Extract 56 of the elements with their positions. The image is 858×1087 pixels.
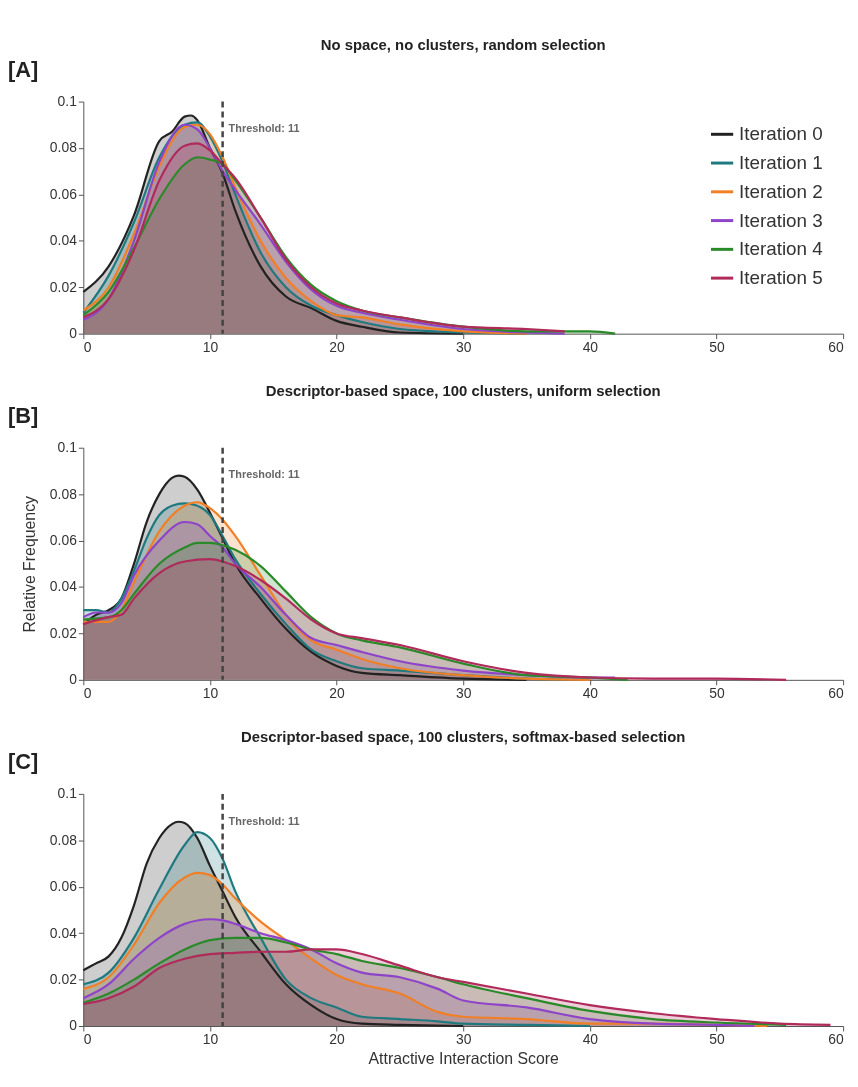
x-tick-label: 50	[709, 1031, 725, 1048]
ref-line-label: Threshold: 11	[228, 122, 300, 135]
x-tick-label: 10	[202, 339, 219, 356]
x-tick-label: 50	[709, 339, 725, 356]
x-tick-label: 10	[202, 1031, 219, 1048]
y-tick-label: 0.06	[49, 878, 78, 895]
text: [C]	[7, 749, 39, 775]
y-tick-label: 0.1	[57, 785, 78, 802]
x-tick-label: 50	[709, 685, 725, 702]
y-axis-title: Relative Frequency	[20, 495, 38, 633]
y-tick-label: 0.08	[49, 485, 78, 502]
chart-title: Descriptor-based space, 100 clusters, uniform selection	[265, 383, 661, 400]
x-tick-label: 10	[202, 685, 219, 702]
y-tick-label: 0.02	[49, 624, 78, 641]
x-tick-label: 60	[828, 1031, 844, 1048]
x-tick-label: 30	[456, 685, 472, 702]
text: [A]	[7, 56, 39, 82]
x-tick-label: 40	[582, 1031, 599, 1048]
y-tick-label: 0	[69, 671, 78, 688]
y-tick-label: 0.04	[49, 232, 78, 249]
y-tick-label: 0.06	[49, 532, 78, 549]
legend-label: Iteration 5	[738, 267, 823, 289]
x-tick-label: 20	[329, 685, 346, 702]
x-tick-label: 20	[329, 1031, 346, 1048]
chart-title: No space, no clusters, random selection	[320, 36, 606, 53]
ref-line-label: Threshold: 11	[228, 468, 300, 481]
legend-label: Iteration 4	[738, 238, 823, 260]
y-tick-label: 0.02	[49, 971, 78, 988]
legend-label: Iteration 0	[738, 123, 823, 145]
x-tick-label: 60	[828, 339, 844, 356]
x-tick-label: 40	[582, 339, 599, 356]
y-tick-label: 0.04	[49, 578, 78, 595]
y-tick-label: 0.04	[49, 924, 78, 941]
y-tick-label: 0.02	[49, 278, 78, 295]
y-tick-label: 0.06	[49, 185, 78, 202]
x-tick-label: 20	[329, 339, 346, 356]
legend-label: Iteration 1	[738, 152, 823, 174]
y-tick-label: 0.08	[49, 139, 78, 156]
text: [B]	[7, 402, 39, 428]
y-tick-label: 0	[69, 325, 78, 342]
x-tick-label: 30	[456, 1031, 472, 1048]
x-tick-label: 40	[582, 685, 599, 702]
y-tick-label: 0	[69, 1017, 78, 1034]
y-tick-label: 0.08	[49, 831, 78, 848]
chart-title: Descriptor-based space, 100 clusters, softmax-based selection	[241, 729, 686, 746]
x-axis-title: Attractive Interaction Score	[368, 1050, 560, 1068]
legend-label: Iteration 3	[738, 209, 823, 231]
x-tick-label: 0	[83, 1031, 92, 1048]
x-tick-label: 0	[83, 339, 92, 356]
legend-label: Iteration 2	[738, 180, 823, 202]
x-tick-label: 30	[456, 339, 472, 356]
x-tick-label: 60	[828, 685, 844, 702]
ref-line-label: Threshold: 11	[228, 814, 300, 827]
x-tick-label: 0	[83, 685, 92, 702]
y-tick-label: 0.1	[57, 439, 78, 456]
y-tick-label: 0.1	[57, 93, 78, 110]
